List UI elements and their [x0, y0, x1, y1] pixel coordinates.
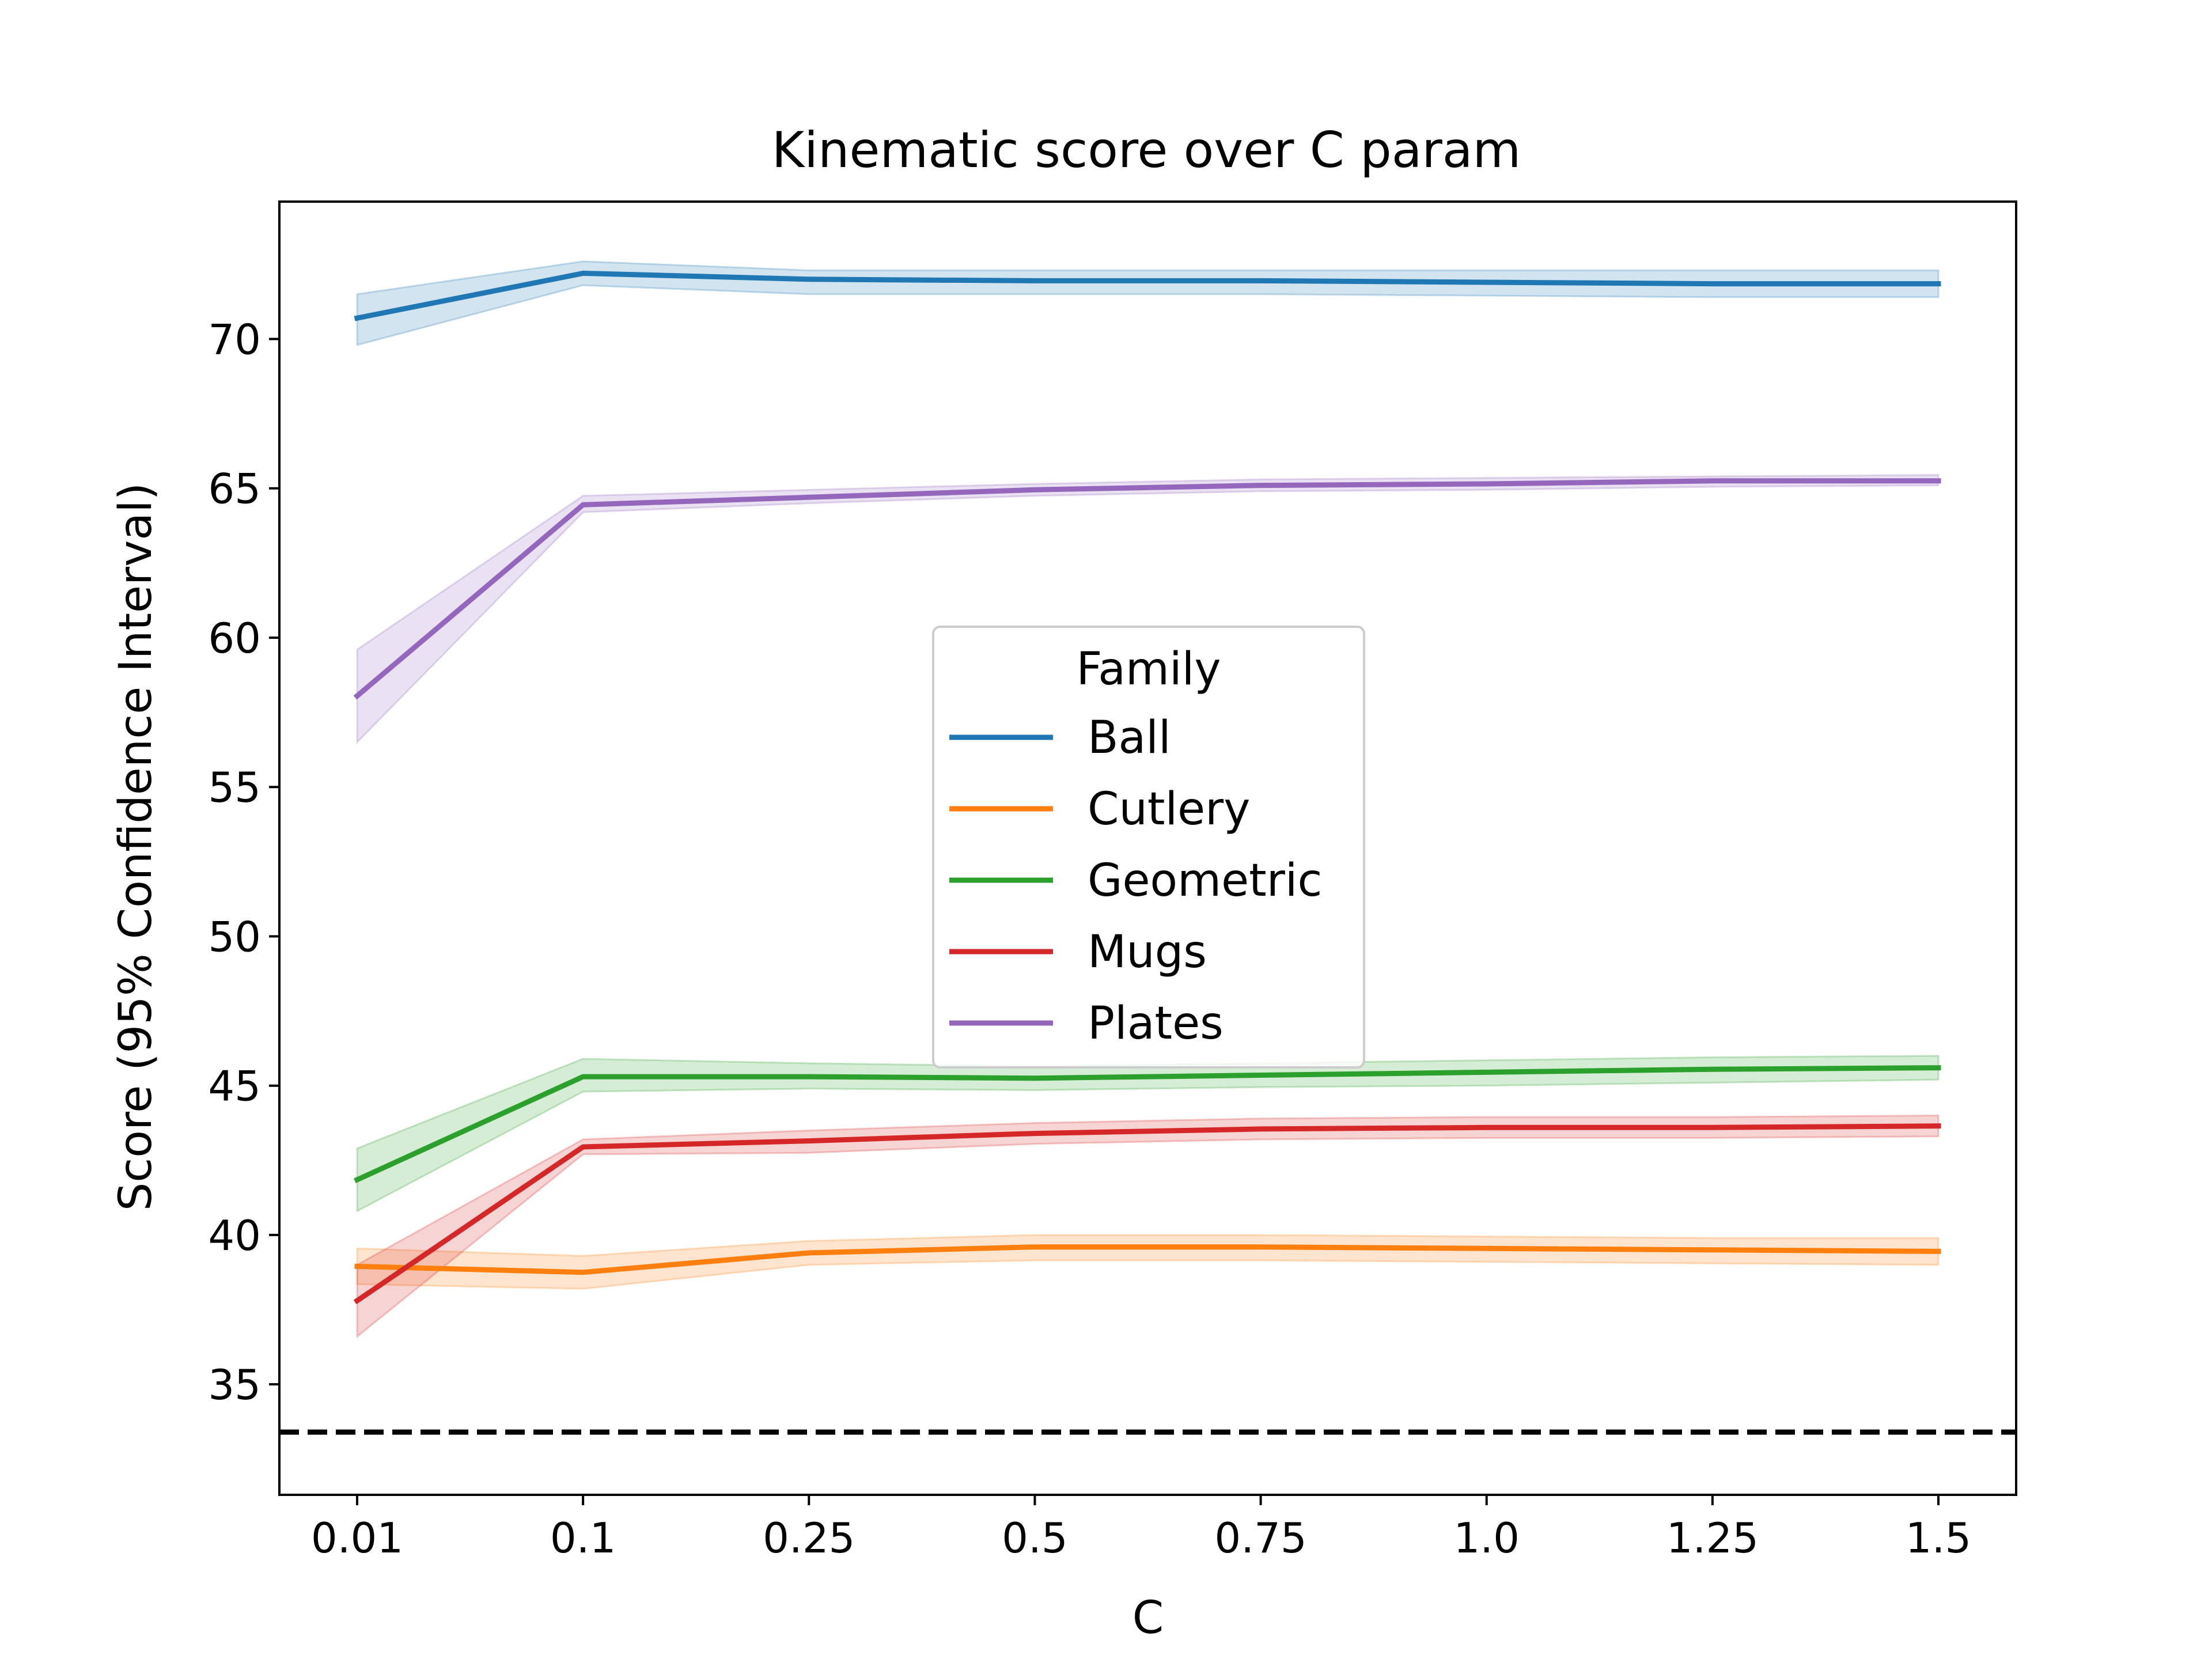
y-tick-label: 50: [208, 912, 261, 961]
legend-label-plates: Plates: [1088, 998, 1224, 1050]
y-tick-label: 35: [208, 1361, 261, 1409]
x-tick-label: 0.75: [1214, 1514, 1306, 1562]
confidence-band-cutlery: [356, 1234, 1940, 1290]
x-axis-label: C: [1132, 1592, 1164, 1644]
x-tick-label: 0.1: [550, 1514, 616, 1562]
y-tick-label: 60: [208, 614, 261, 662]
plot-frame: [278, 200, 2017, 1496]
series-line-plates: [353, 478, 1941, 700]
legend-title: Family: [1077, 643, 1221, 695]
series-line-cutlery: [354, 1244, 1941, 1275]
chart-title: Kinematic score over C param: [772, 122, 1521, 179]
legend: Family Ball Cutlery Geometric Mugs Plates: [932, 626, 1365, 1069]
x-tick-label: 0.5: [1002, 1514, 1068, 1562]
legend-label-cutlery: Cutlery: [1088, 783, 1250, 835]
y-axis-ticks: 35 40 45 50 55 60 65 70: [208, 315, 279, 1409]
y-axis-label: Score (95% Confidence Interval): [110, 483, 162, 1211]
legend-label-ball: Ball: [1088, 712, 1171, 764]
y-tick-label: 65: [208, 465, 261, 513]
series-line-ball: [354, 270, 1941, 321]
x-tick-label: 1.0: [1453, 1514, 1520, 1562]
y-tick-label: 45: [208, 1062, 261, 1111]
series-line-mugs: [353, 1123, 1941, 1305]
y-tick-label: 40: [208, 1211, 261, 1260]
x-tick-label: 0.01: [311, 1514, 403, 1562]
legend-label-geometric: Geometric: [1088, 855, 1322, 907]
x-tick-label: 0.25: [763, 1514, 855, 1562]
legend-label-mugs: Mugs: [1088, 926, 1207, 978]
x-axis-ticks: 0.01 0.1 0.25 0.5 0.75 1.0 1.25 1.5: [311, 1495, 1971, 1562]
legend-items: Ball Cutlery Geometric Mugs Plates: [949, 712, 1322, 1050]
series-line-geometric: [354, 1065, 1941, 1183]
x-tick-label: 1.5: [1906, 1514, 1972, 1562]
x-tick-label: 1.25: [1666, 1514, 1759, 1562]
confidence-band-plates: [356, 474, 1940, 745]
confidence-band-mugs: [356, 1114, 1940, 1339]
y-tick-label: 70: [208, 315, 261, 363]
series-lines: [353, 270, 1941, 1305]
y-tick-label: 55: [208, 763, 261, 812]
